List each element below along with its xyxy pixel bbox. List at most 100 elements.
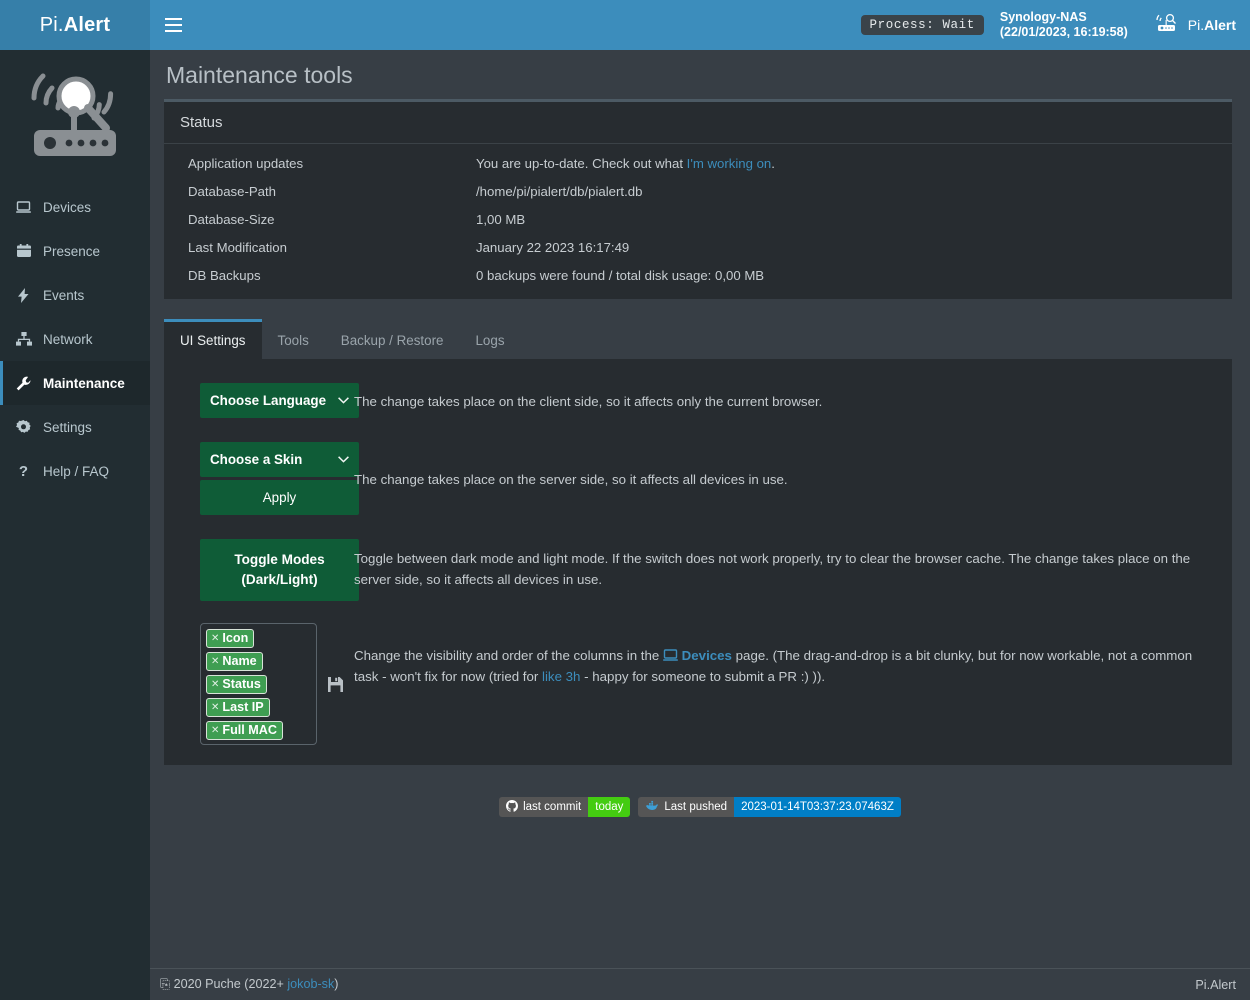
status-value: January 22 2023 16:17:49 <box>476 240 630 255</box>
sidebar-item-settings[interactable]: Settings <box>0 405 150 449</box>
docker-icon <box>645 800 659 815</box>
choose-skin-select[interactable]: Choose a Skin <box>200 442 359 477</box>
brand-suffix: Alert <box>63 13 111 36</box>
tab-tools[interactable]: Tools <box>277 333 309 348</box>
devices-page-link[interactable]: Devices <box>681 648 732 663</box>
footer-copy-text: 2020 Puche (2022+ <box>170 977 288 991</box>
choose-language-select[interactable]: Choose Language <box>200 383 359 418</box>
table-row: DB Backups 0 backups were found / total … <box>164 262 1232 299</box>
close-icon[interactable]: ✕ <box>211 632 220 644</box>
gear-icon <box>14 419 33 435</box>
badge-left: Last pushed <box>638 797 735 817</box>
list-item[interactable]: ✕ Last IP <box>206 698 270 717</box>
toggle-modes-line1: Toggle Modes <box>234 552 325 567</box>
list-item[interactable]: ✕ Full MAC <box>206 721 283 740</box>
sidebar-item-network[interactable]: Network <box>0 317 150 361</box>
choose-skin-label: Choose a Skin <box>210 452 303 467</box>
badge-right-label: 2023-01-14T03:37:23.07463Z <box>734 797 901 817</box>
tab-panel-ui-settings: Choose Language The change takes place o… <box>164 359 1232 765</box>
sidebar-item-label: Devices <box>43 199 92 215</box>
status-table: Application updates You are up-to-date. … <box>164 144 1232 299</box>
columns-desc-post: - happy for someone to submit a PR :) ))… <box>580 669 826 684</box>
content-area: Maintenance tools Status Application upd… <box>150 50 1250 968</box>
tab-list: UI Settings Tools Backup / Restore Logs <box>164 319 1232 359</box>
chip-label: Status <box>222 677 261 691</box>
columns-save-wrap <box>317 623 354 745</box>
columns-desc-pre: Change the visibility and order of the c… <box>354 648 663 663</box>
brand-prefix: Pi. <box>39 13 64 36</box>
skin-controls: Choose a Skin Apply <box>164 442 359 515</box>
github-icon <box>506 799 519 815</box>
skin-row: Choose a Skin Apply The change takes pla… <box>164 442 1232 515</box>
like-3h-link[interactable]: like 3h <box>542 669 581 684</box>
docker-last-pushed-badge[interactable]: Last pushed 2023-01-14T03:37:23.07463Z <box>638 797 901 817</box>
header-brand-label: Pi.Alert <box>1188 17 1236 33</box>
github-last-commit-badge[interactable]: last commit today <box>499 797 631 817</box>
calendar-icon <box>14 244 33 258</box>
working-on-link[interactable]: I'm working on <box>686 156 772 171</box>
status-value-post: . <box>771 156 775 171</box>
table-row: Last Modification January 22 2023 16:17:… <box>164 234 1232 262</box>
sidebar-item-events[interactable]: Events <box>0 273 150 317</box>
sidebar-item-label: Maintenance <box>43 375 125 391</box>
sidebar-logo-glyph <box>31 73 116 156</box>
toggle-modes-description: Toggle between dark mode and light mode.… <box>354 551 1191 587</box>
chip-label: Full MAC <box>222 723 277 737</box>
sidebar-item-help-faq[interactable]: ? Help / FAQ <box>0 449 150 493</box>
footer-brand-prefix: Pi. <box>1195 977 1211 992</box>
close-icon[interactable]: ✕ <box>211 701 220 713</box>
close-icon[interactable]: ✕ <box>211 678 220 690</box>
skin-description: The change takes place on the server sid… <box>354 472 788 487</box>
tab-backup-restore[interactable]: Backup / Restore <box>340 333 444 348</box>
status-key: Last Modification <box>188 240 287 255</box>
close-icon[interactable]: ✕ <box>211 724 220 736</box>
server-time: (22/01/2023, 16:19:58) <box>999 25 1128 39</box>
badges-row: last commit today Last pushed 2023-01-14… <box>150 797 1250 817</box>
badge-left: last commit <box>499 797 589 817</box>
jokob-sk-link[interactable]: jokob-sk <box>287 977 335 991</box>
tab-logs[interactable]: Logs <box>475 333 505 348</box>
app-logo-title[interactable]: Pi. Alert <box>0 0 150 50</box>
status-value: 0 backups were found / total disk usage:… <box>476 268 765 283</box>
footer-brand-suffix: Alert <box>1210 977 1236 992</box>
status-value: /home/pi/pialert/db/pialert.db <box>476 184 643 199</box>
chevron-down-icon <box>338 454 349 466</box>
sidebar-item-presence[interactable]: Presence <box>0 229 150 273</box>
columns-row: ✕ Icon ✕ Name ✕ Status ✕ Last IP ✕ Full MAC <box>164 623 1232 745</box>
header-brand-suffix: Alert <box>1204 17 1236 33</box>
tab-ui-settings[interactable]: UI Settings <box>164 319 262 359</box>
toggle-modes-button[interactable]: Toggle Modes (Dark/Light) <box>200 539 359 601</box>
choose-language-label: Choose Language <box>210 393 327 408</box>
footer-copy-post: ) <box>334 977 339 991</box>
apply-button[interactable]: Apply <box>200 480 359 515</box>
badge-left-label: Last pushed <box>664 801 728 813</box>
table-row: Database-Size 1,00 MB <box>164 206 1232 234</box>
columns-controls: ✕ Icon ✕ Name ✕ Status ✕ Last IP ✕ Full MAC <box>164 623 354 745</box>
sidebar: Devices Presence Events Network <box>0 50 150 1000</box>
wrench-icon <box>14 376 33 391</box>
server-name: Synology-NAS <box>999 10 1087 24</box>
badge-left-label: last commit <box>523 801 582 813</box>
hamburger-icon[interactable] <box>150 0 196 50</box>
language-description: The change takes place on the client sid… <box>354 394 823 409</box>
status-value: 1,00 MB <box>476 212 526 227</box>
process-status-badge: Process: Wait <box>860 15 984 35</box>
chip-label: Name <box>222 654 257 668</box>
header-brand[interactable]: Pi.Alert <box>1154 13 1236 38</box>
pialert-router-icon <box>1154 13 1180 38</box>
columns-description: Change the visibility and order of the c… <box>354 623 1232 687</box>
status-key: DB Backups <box>188 268 261 283</box>
question-icon: ? <box>18 462 29 480</box>
page-title: Maintenance tools <box>166 62 353 88</box>
sidebar-item-devices[interactable]: Devices <box>0 185 150 229</box>
laptop-icon <box>14 200 33 214</box>
sidebar-item-maintenance[interactable]: Maintenance <box>0 361 150 405</box>
floppy-save-icon[interactable] <box>327 676 343 692</box>
columns-chip-list[interactable]: ✕ Icon ✕ Name ✕ Status ✕ Last IP ✕ Full MAC <box>200 623 317 745</box>
list-item[interactable]: ✕ Status <box>206 675 267 694</box>
close-icon[interactable]: ✕ <box>211 655 220 667</box>
bolt-icon <box>14 287 33 303</box>
list-item[interactable]: ✕ Icon <box>206 629 255 648</box>
list-item[interactable]: ✕ Name <box>206 652 263 671</box>
sitemap-icon <box>14 332 33 346</box>
